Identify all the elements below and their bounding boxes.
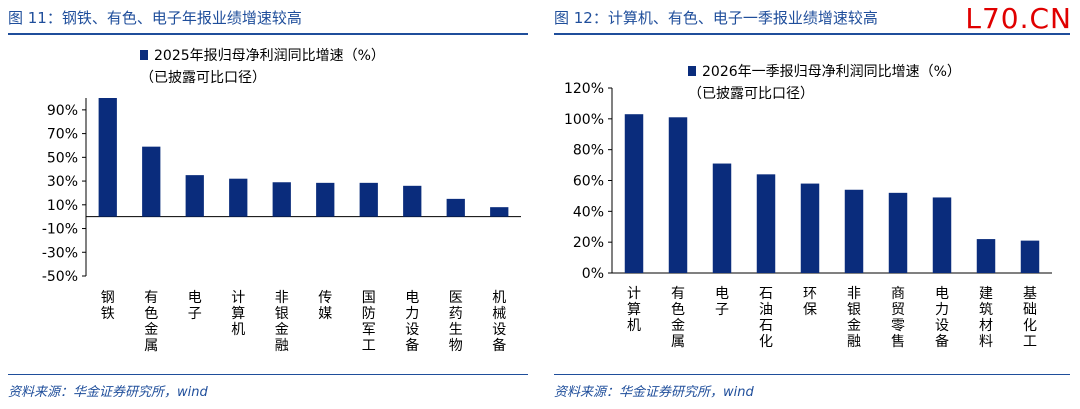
right-y-tick-label: 120% — [564, 81, 604, 97]
left-bar — [316, 182, 335, 217]
left-bar — [359, 182, 378, 217]
right-bar — [712, 163, 732, 273]
left-y-tick-label: -10% — [42, 222, 78, 238]
left-bar — [490, 207, 509, 217]
left-legend-swatch — [140, 50, 148, 60]
watermark-logo: L70.CN — [965, 2, 1072, 35]
right-bar — [976, 239, 996, 273]
left-bar — [403, 185, 422, 217]
right-y-tick-label: 60% — [573, 174, 604, 190]
left-legend-text: 2025年报归母净利润同比增速（%） — [154, 47, 385, 64]
right-bar — [624, 114, 644, 273]
left-legend-text: （已披露可比口径） — [140, 70, 266, 86]
right-category-label: 电子 — [715, 286, 729, 318]
left-y-tick-label: 90% — [47, 103, 78, 119]
left-y-tick-label: 50% — [47, 150, 78, 166]
right-category-label: 石油石化 — [759, 286, 773, 350]
right-bar — [932, 197, 952, 273]
right-category-label: 非银金融 — [847, 286, 861, 350]
right-legend-swatch — [688, 66, 696, 76]
left-figure-panel: 图 11：钢铁、有色、电子年报业绩增速较高 2025年报归母净利润同比增速（%）… — [0, 0, 532, 409]
left-category-label: 机械设备 — [492, 290, 506, 354]
left-bar — [272, 182, 291, 217]
left-category-label: 计算机 — [231, 290, 245, 338]
left-category-label: 电力设备 — [405, 290, 419, 354]
right-category-label: 有色金属 — [671, 286, 685, 350]
left-bar — [142, 146, 161, 217]
left-y-tick-label: -50% — [42, 269, 78, 285]
left-category-label: 非银金融 — [275, 290, 289, 354]
right-source-rule — [554, 374, 1070, 375]
left-source-rule — [8, 374, 528, 375]
left-bar — [98, 98, 117, 217]
left-category-label: 传媒 — [318, 290, 332, 322]
right-figure-title: 图 12：计算机、有色、电子一季报业绩增速较高 — [554, 9, 878, 27]
left-bar — [446, 198, 465, 217]
right-bar — [888, 192, 908, 273]
right-category-label: 环保 — [803, 286, 817, 318]
right-bar — [756, 174, 776, 273]
left-y-tick-label: 30% — [47, 174, 78, 190]
left-category-label: 电子 — [188, 290, 202, 322]
right-bar — [668, 117, 688, 274]
right-category-label: 商贸零售 — [891, 286, 905, 350]
left-bar — [229, 178, 248, 217]
right-legend-text: 2026年一季报归母净利润同比增速（%） — [702, 63, 961, 80]
left-figure-title: 图 11：钢铁、有色、电子年报业绩增速较高 — [8, 9, 302, 27]
right-y-tick-label: 40% — [573, 204, 604, 220]
right-bar-chart: 2026年一季报归母净利润同比增速（%） （已披露可比口径） 120% 100% 80%… — [564, 63, 1052, 350]
right-category-label: 建筑材料 — [979, 286, 993, 350]
left-bar-chart: 2025年报归母净利润同比增速（%） （已披露可比口径） 90% 70% 50% 30% 1… — [42, 47, 521, 354]
right-y-tick-label: 80% — [573, 143, 604, 159]
left-category-label: 医药生物 — [449, 290, 463, 354]
right-legend-text: （已披露可比口径） — [688, 86, 814, 102]
right-bar — [1020, 240, 1040, 273]
right-y-tick-label: 20% — [573, 235, 604, 251]
right-title-rule — [554, 33, 1070, 35]
right-category-label: 基础化工 — [1023, 285, 1037, 350]
left-source-note: 资料来源：华金证券研究所，wind — [8, 385, 208, 400]
right-figure-panel: 图 12：计算机、有色、电子一季报业绩增速较高 2026年一季报归母净利润同比增… — [546, 0, 1080, 409]
right-category-label: 电力设备 — [935, 286, 949, 350]
right-bar — [844, 189, 864, 273]
left-y-tick-label: -30% — [42, 245, 78, 261]
right-bar — [800, 183, 820, 273]
right-source-note: 资料来源：华金证券研究所，wind — [554, 385, 754, 400]
left-title-rule — [8, 33, 528, 35]
right-y-tick-label: 100% — [564, 112, 604, 128]
left-category-label: 钢铁 — [101, 290, 115, 322]
left-category-label: 有色金属 — [144, 290, 158, 354]
right-category-label: 计算机 — [627, 286, 641, 334]
left-y-tick-label: 70% — [47, 127, 78, 143]
left-y-tick-label: 10% — [47, 198, 78, 214]
left-category-label: 国防军工 — [362, 290, 376, 354]
right-y-tick-label: 0% — [582, 266, 604, 282]
left-bar — [185, 175, 204, 217]
